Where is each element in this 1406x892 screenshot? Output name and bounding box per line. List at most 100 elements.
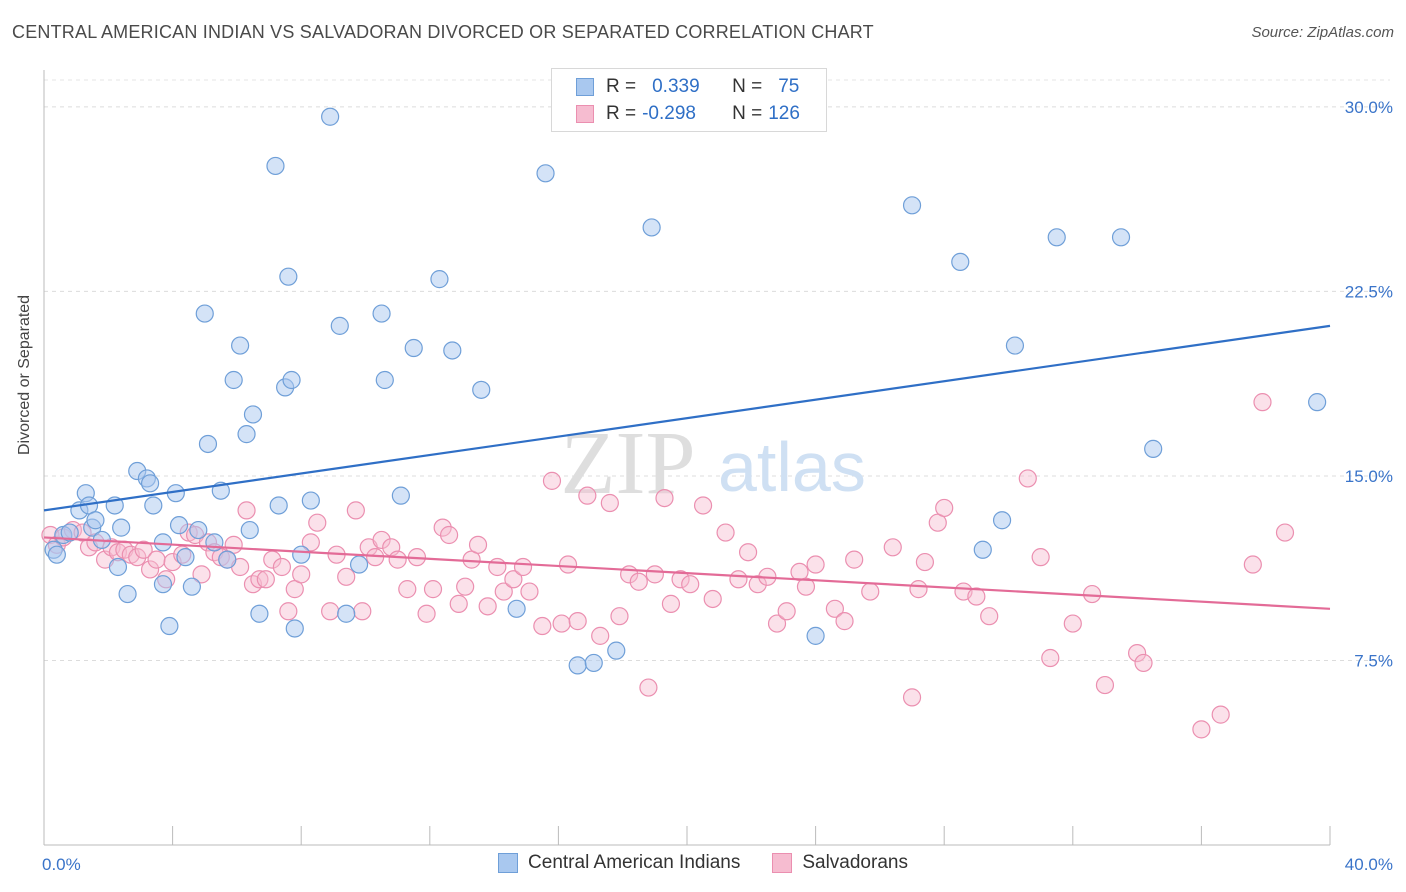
salvadorans-point [1018, 469, 1037, 488]
salvadorans-point [1243, 555, 1262, 574]
salvadorans-point [980, 607, 999, 626]
central-american-indians-point [118, 584, 137, 604]
salvadorans-point [1063, 614, 1082, 633]
central-american-indians-point [536, 164, 555, 183]
central-american-indians-point [144, 496, 163, 515]
legend-r-value: -0.298 [642, 103, 696, 124]
central-american-indians-point [443, 341, 462, 360]
salvadorans-point [671, 570, 690, 589]
salvadorans-point [639, 678, 658, 697]
salvadorans-point [558, 555, 578, 574]
central-american-indians-point [47, 545, 66, 564]
salvadorans-point [147, 550, 166, 569]
salvadorans-point [301, 533, 320, 552]
salvadorans-points [41, 393, 1295, 739]
central-american-indians-point [1111, 228, 1131, 247]
central-american-indians-point [301, 491, 320, 510]
central-american-indians-point [1308, 393, 1327, 412]
salvadorans-point [935, 498, 954, 518]
salvadorans-point [552, 614, 571, 633]
salvadorans-point [703, 589, 722, 609]
salvadorans-point [513, 557, 533, 577]
legend-r-label: R = [606, 76, 637, 97]
central-american-indians-point [902, 196, 922, 215]
central-american-indians-point [391, 486, 410, 505]
salvadorans-point [308, 513, 327, 532]
central-american-indians-point [1047, 228, 1066, 247]
central-american-indians-point [269, 496, 288, 515]
salvadorans-point [433, 518, 452, 537]
salvadorans-point [1211, 705, 1230, 724]
salvadorans-point [533, 616, 552, 636]
legend-row-pink: R = -0.298 N = 126 [576, 102, 800, 126]
salvadorans-point [1134, 653, 1153, 673]
central-american-indians-point [1144, 439, 1163, 458]
salvadorans-point [796, 577, 816, 596]
salvadorans-point [909, 580, 928, 599]
central-american-indians-point [642, 218, 661, 237]
salvadorans-point [449, 594, 468, 613]
central-american-indians-point [806, 626, 825, 645]
salvadorans-point [398, 580, 417, 599]
salvadorans-point [655, 488, 674, 508]
salvadorans-point [468, 535, 488, 554]
legend-r-label: R = [606, 103, 637, 124]
salvadorans-point [456, 577, 475, 596]
legend-n-label: N = [732, 103, 763, 124]
salvadorans-point [520, 582, 539, 601]
salvadorans-point [591, 626, 610, 645]
central-american-indians-point [507, 599, 526, 618]
salvadorans-point [417, 604, 436, 623]
central-american-indians-point [224, 370, 243, 390]
y-tick-label: 30.0% [1345, 98, 1393, 117]
central-american-indians-point [372, 304, 391, 323]
central-american-indians-point [430, 270, 449, 289]
legend-row-blue: R = 0.339 N = 75 [576, 75, 799, 99]
central-american-indians-point [282, 370, 301, 390]
legend-n-value: 75 [778, 76, 800, 97]
central-american-indians-point [240, 520, 259, 540]
salvadorans-point [806, 555, 825, 574]
salvadorans-point [488, 557, 507, 577]
salvadorans-point [372, 530, 391, 550]
series-legend-item-blue: Central American Indians [498, 852, 740, 874]
salvadorans-point [423, 580, 443, 599]
central-american-indians-point [973, 540, 992, 559]
salvadorans-point [600, 493, 619, 513]
central-american-indians-point [108, 557, 128, 577]
central-american-indians-point [153, 575, 173, 594]
salvadorans-point [256, 570, 275, 589]
salvadorans-point [568, 612, 587, 631]
tick-labels: 7.5% 15.0% 22.5% 30.0% 0.0% 40.0% [42, 98, 1393, 874]
central-american-indians-point [951, 252, 970, 272]
salvadorans-point [825, 599, 844, 618]
y-tick-label: 15.0% [1345, 467, 1393, 486]
y-axis-label: Divorced or Separated [16, 294, 33, 455]
salvadorans-point [902, 688, 922, 707]
central-american-indians-point [1005, 336, 1025, 355]
central-american-indians-point [231, 336, 250, 355]
legend-n-value: 126 [768, 103, 800, 124]
salvadorans-point [292, 565, 311, 584]
trend-lines [43, 324, 1331, 610]
central-american-indians-points [44, 107, 1327, 675]
series-swatch-pink [772, 853, 793, 873]
salvadorans-point [915, 552, 935, 572]
salvadorans-point [1192, 720, 1211, 739]
correlation-legend: R = 0.339 N = 75 R = -0.298 N = 126 [551, 68, 827, 132]
series-legend-item-pink: Salvadorans [772, 852, 908, 874]
central-american-indians-point [169, 516, 189, 535]
salvadorans-point [134, 540, 153, 559]
salvadorans-point [1127, 643, 1147, 663]
central-american-indians-point [243, 405, 263, 424]
salvadorans-point [777, 602, 796, 621]
salvadorans-point [1031, 548, 1050, 567]
salvadorans-point [716, 523, 735, 542]
central-american-indians-point [607, 641, 626, 660]
salvadorans-point [353, 602, 372, 621]
central-american-indians-point [266, 156, 285, 176]
salvadorans-point [237, 501, 256, 520]
central-american-indians-point [160, 616, 179, 636]
chart-title: CENTRAL AMERICAN INDIAN VS SALVADORAN DI… [12, 22, 874, 42]
